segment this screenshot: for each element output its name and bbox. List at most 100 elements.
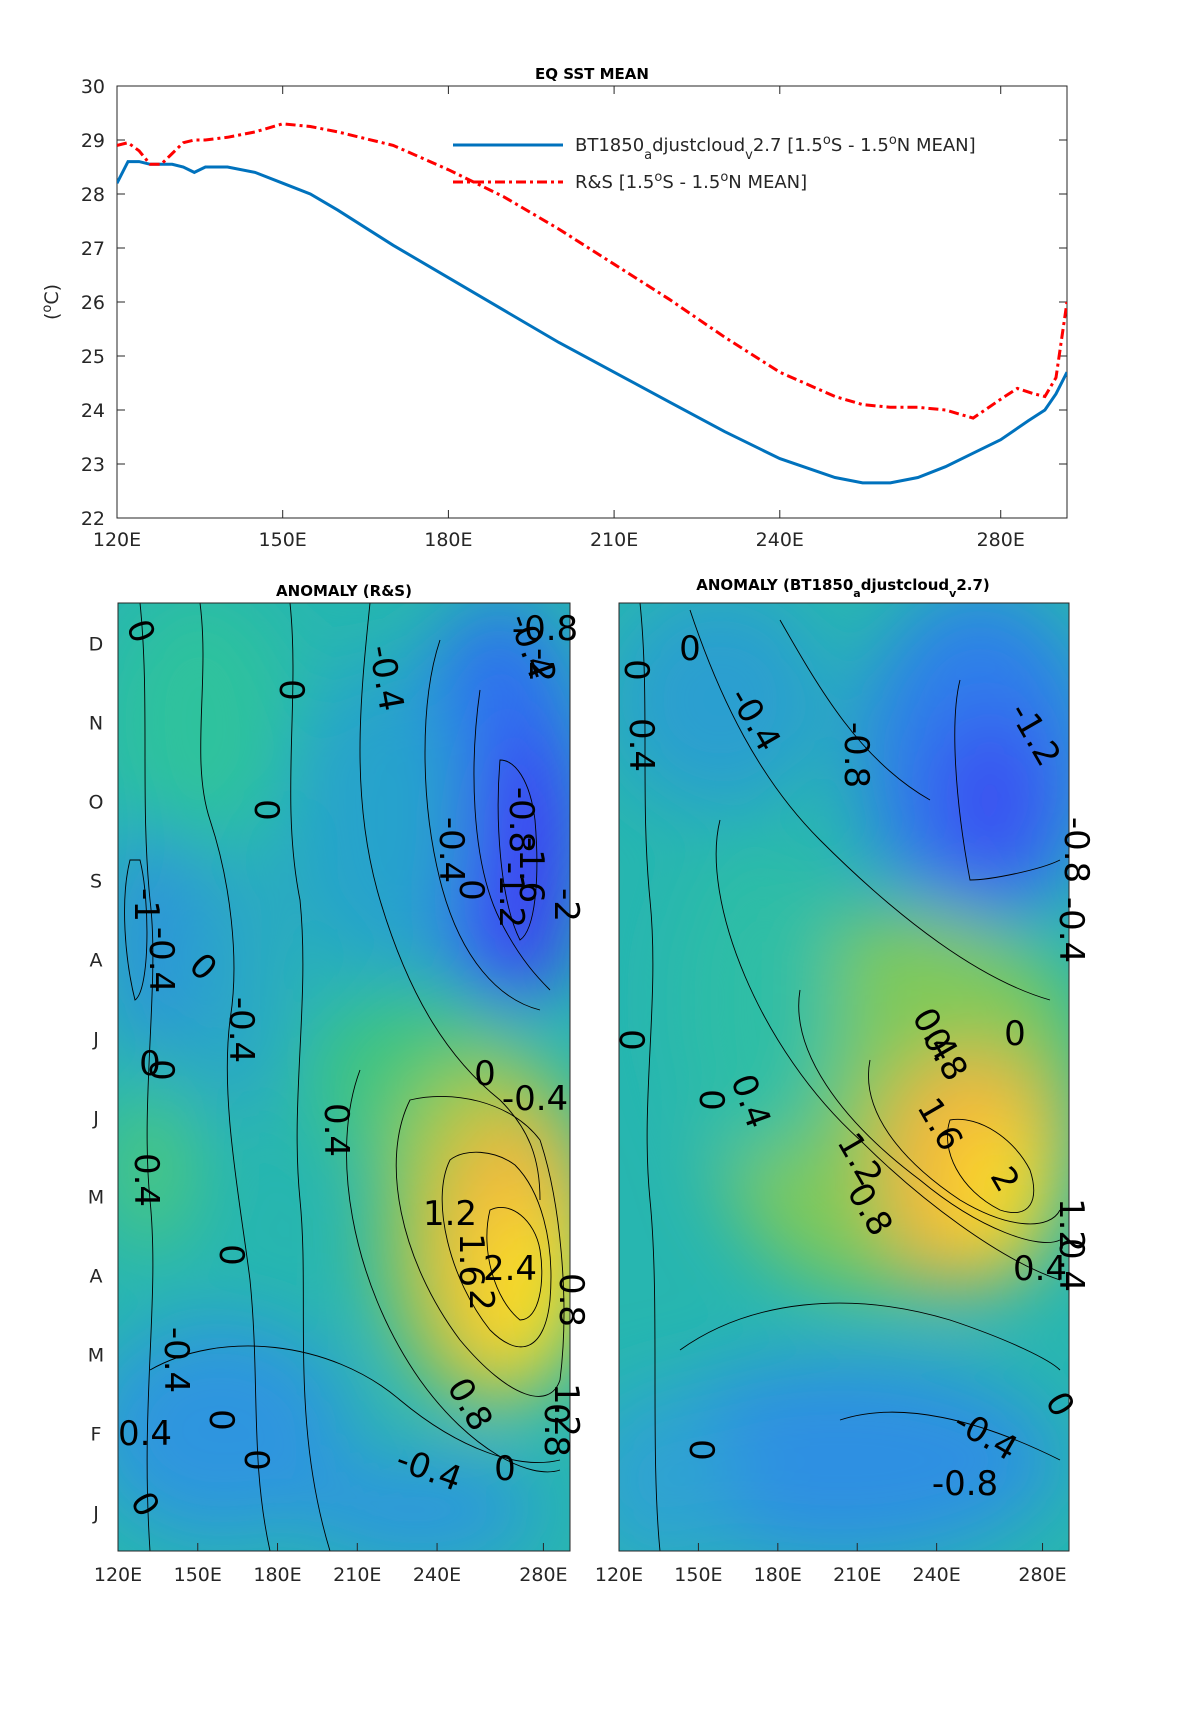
month-tick-label: F <box>91 1424 102 1446</box>
contour-label: 0 <box>141 1059 181 1081</box>
anomaly-obs-field <box>118 603 570 1551</box>
contour-label: -0.4 <box>431 817 471 883</box>
x-tick-label: 210E <box>333 1564 381 1586</box>
sst-y-axis-label: (oC) <box>40 284 64 320</box>
contour-label: -1 <box>126 888 166 922</box>
contour-label: 0 <box>1004 1014 1026 1054</box>
contour-label: 0.4 <box>621 718 661 772</box>
contour-label: -1.2 <box>491 862 531 928</box>
x-tick-label: 120E <box>595 1564 643 1586</box>
contour-label: 0.4 <box>118 1414 172 1454</box>
x-tick-label: 180E <box>754 1564 802 1586</box>
field-blobs <box>118 603 570 1551</box>
x-tick-label: 180E <box>424 529 472 551</box>
x-tick-label: 240E <box>413 1564 461 1586</box>
x-tick-label: 280E <box>519 1564 567 1586</box>
contour-label: 0 <box>681 1439 721 1461</box>
x-tick-label: 150E <box>174 1564 222 1586</box>
x-tick-label: 240E <box>756 529 804 551</box>
contour-label: 1.2 <box>1051 1198 1091 1252</box>
contour-label: -0.8 <box>932 1464 998 1504</box>
x-tick-label: 280E <box>977 529 1025 551</box>
contour-label: 0 <box>211 1244 251 1266</box>
contour-label: 0 <box>246 799 286 821</box>
month-tick-label: S <box>90 871 102 893</box>
contour-label: -2 <box>546 888 586 922</box>
x-tick-label: 150E <box>259 529 307 551</box>
anomaly-model-field <box>619 603 1069 1551</box>
x-tick-label: 180E <box>253 1564 301 1586</box>
month-tick-label: M <box>88 1345 104 1367</box>
month-tick-label: D <box>89 634 104 656</box>
contour-label: -0.4 <box>221 997 261 1063</box>
contour-label: -0.4 <box>141 927 181 993</box>
x-tick-label: 240E <box>913 1564 961 1586</box>
anomaly-model-chart: ANOMALY (BT1850adjustcloudv2.7) <box>595 576 1096 1586</box>
contour-label: -0.8 <box>836 722 876 788</box>
legend-label-model: BT1850adjustcloudv2.7 [1.5oS - 1.5oN MEA… <box>575 133 976 163</box>
contour-label: 1.2 <box>546 1383 586 1437</box>
legend-label-obs: R&S [1.5oS - 1.5oN MEAN] <box>575 170 807 194</box>
contour-label: 2.4 <box>483 1249 537 1289</box>
sst-mean-chart: EQ SST MEAN (oC) 22 23 24 25 26 27 28 29 30 120E 1… <box>40 65 1068 551</box>
sst-plot-frame <box>116 85 1068 519</box>
sst-chart-title: EQ SST MEAN <box>535 65 649 83</box>
contour-label: 0 <box>611 1029 651 1051</box>
contour-label: 1.6 <box>451 1233 491 1287</box>
contour-label: 0.4 <box>126 1153 166 1207</box>
month-tick-label: N <box>89 713 103 735</box>
x-tick-label: 120E <box>94 1564 142 1586</box>
x-tick-label: 210E <box>590 529 638 551</box>
contour-label: -1.6 <box>511 837 551 903</box>
contour-label: -0.8 <box>1056 817 1096 883</box>
contour-label: 0 <box>616 659 656 681</box>
y-tick-label: 28 <box>81 184 105 206</box>
month-tick-label: A <box>90 950 103 972</box>
month-tick-label: M <box>88 1187 104 1209</box>
x-tick-label: 150E <box>674 1564 722 1586</box>
contour-label: 0.4 <box>1013 1249 1067 1289</box>
contour-label: 0 <box>494 1449 516 1489</box>
contour-label: -0.4 <box>1051 897 1091 963</box>
anomaly-obs-contour-labels: 0-0.40-0.40-0.40-0.8-1.2-1.6-2-2-0.8-1-0… <box>118 608 591 1524</box>
y-tick-label: 30 <box>81 76 105 98</box>
contour-label: -2 <box>521 648 561 682</box>
contour-label: 0 <box>236 1449 276 1471</box>
contour-label: 0.4 <box>316 1103 356 1157</box>
month-tick-label: J <box>92 1029 99 1051</box>
contour-label: 0.8 <box>551 1273 591 1327</box>
anomaly-model-ticks: 120E 150E 180E 210E 240E 280E <box>595 1543 1067 1586</box>
month-tick-label: J <box>92 1503 99 1525</box>
field-contours-model <box>639 603 1061 1551</box>
field-contours <box>124 603 565 1551</box>
field-blobs-model <box>619 603 1069 1551</box>
anomaly-obs-title: ANOMALY (R&S) <box>276 582 412 600</box>
y-tick-label: 25 <box>81 346 105 368</box>
month-tick-label: J <box>92 1108 99 1130</box>
contour-label: 0 <box>451 879 491 901</box>
y-tick-label: 26 <box>81 292 105 314</box>
contour-label: -0.4 <box>502 1079 568 1119</box>
x-tick-label: 120E <box>93 529 141 551</box>
sst-legend: BT1850adjustcloudv2.7 [1.5oS - 1.5oN MEA… <box>453 133 976 194</box>
contour-label: -0.8 <box>512 609 578 649</box>
anomaly-model-title: ANOMALY (BT1850adjustcloudv2.7) <box>696 576 990 600</box>
contour-label: 0.8 <box>536 1403 576 1457</box>
contour-label: 0 <box>271 679 311 701</box>
contour-label: -0.4 <box>156 1327 196 1393</box>
y-tick-label: 23 <box>81 454 105 476</box>
x-tick-label: 280E <box>1018 1564 1066 1586</box>
sst-axis-ticks: 22 23 24 25 26 27 28 29 30 120E 150E 180E 210E 240E 28… <box>81 76 1067 551</box>
contour-label: 2 <box>461 1289 501 1311</box>
anomaly-obs-frame <box>117 602 571 1552</box>
y-tick-label: 22 <box>81 508 105 530</box>
anomaly-obs-ticks: 120E 150E 180E 210E 240E 280E J F M A M J J A S O N D <box>88 634 568 1587</box>
contour-label: 0 <box>201 1409 241 1431</box>
y-tick-label: 24 <box>81 400 105 422</box>
contour-label: 0.4 <box>1051 1238 1091 1292</box>
anomaly-model-frame <box>618 602 1070 1552</box>
contour-label: 0 <box>679 629 701 669</box>
sst-series-lines <box>117 122 1067 485</box>
month-tick-label: A <box>90 1266 103 1288</box>
